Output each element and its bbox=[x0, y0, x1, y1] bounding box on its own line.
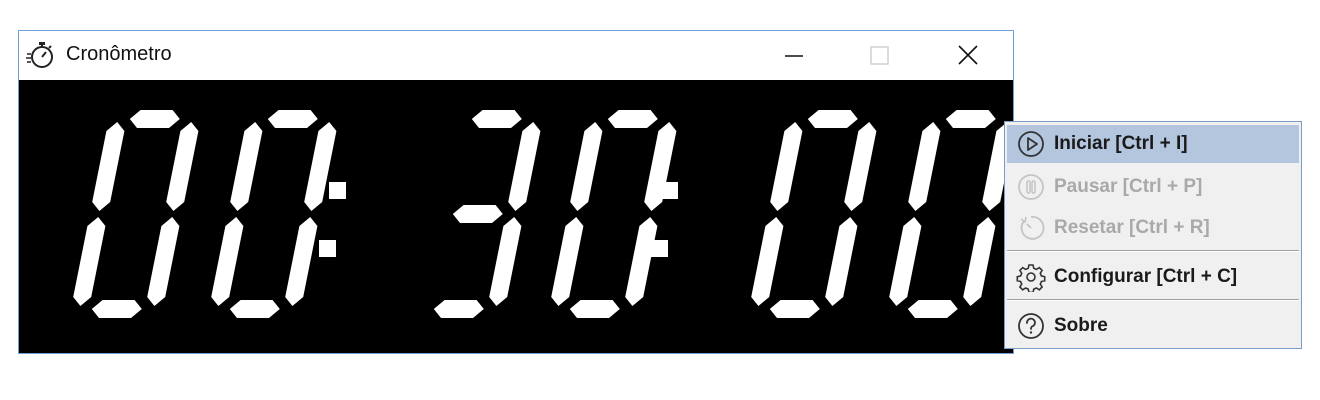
menu-item-label: Pausar [Ctrl + P] bbox=[1054, 176, 1203, 197]
segment-f bbox=[570, 122, 603, 211]
segment-b bbox=[166, 122, 199, 211]
segment-e bbox=[751, 217, 784, 306]
segment-d bbox=[433, 300, 484, 318]
stopwatch-window: Cronômetro 00:30:0000:30:00 bbox=[18, 30, 1014, 354]
segment-e bbox=[73, 217, 106, 306]
segment-e bbox=[551, 217, 584, 306]
segment-e bbox=[211, 217, 244, 306]
menu-item-configurar[interactable]: Configurar [Ctrl + C] bbox=[1007, 258, 1299, 296]
pause-circle-icon bbox=[1018, 174, 1044, 200]
segment-c bbox=[825, 217, 858, 306]
close-icon bbox=[958, 45, 978, 65]
title-bar[interactable]: Cronômetro bbox=[19, 31, 1013, 80]
stopwatch-icon bbox=[26, 42, 53, 68]
segment-f bbox=[230, 122, 263, 211]
colon-dot bbox=[661, 182, 678, 199]
segment-a bbox=[267, 110, 318, 128]
colon-dot bbox=[651, 240, 668, 257]
segment-a bbox=[607, 110, 658, 128]
segment-d bbox=[569, 300, 620, 318]
window-title: Cronômetro bbox=[66, 43, 172, 65]
seven-segment-readout bbox=[73, 110, 1013, 318]
maximize-icon bbox=[870, 46, 889, 65]
segment-c bbox=[625, 217, 658, 306]
gear-icon bbox=[1016, 264, 1046, 292]
segment-f bbox=[92, 122, 125, 211]
segment-c bbox=[285, 217, 318, 306]
minimize-icon bbox=[785, 55, 803, 57]
menu-item-sobre[interactable]: Sobre bbox=[1007, 307, 1299, 345]
segment-c bbox=[963, 217, 996, 306]
segment-c bbox=[147, 217, 180, 306]
segment-b bbox=[844, 122, 877, 211]
segment-c bbox=[489, 217, 522, 306]
menu-item-iniciar[interactable]: Iniciar [Ctrl + I] bbox=[1007, 125, 1299, 163]
segment-a bbox=[471, 110, 522, 128]
minimize-button[interactable] bbox=[763, 31, 823, 80]
segment-f bbox=[908, 122, 941, 211]
segment-a bbox=[129, 110, 180, 128]
colon-dot bbox=[319, 240, 336, 257]
segment-e bbox=[889, 217, 922, 306]
menu-separator bbox=[1007, 250, 1299, 252]
menu-item-label: Resetar [Ctrl + R] bbox=[1054, 217, 1210, 238]
menu-item-label: Sobre bbox=[1054, 315, 1108, 336]
segment-g bbox=[452, 205, 503, 223]
menu-item-resetar[interactable]: Resetar [Ctrl + R] bbox=[1007, 209, 1299, 247]
segment-b bbox=[644, 122, 677, 211]
menu-item-label: Iniciar [Ctrl + I] bbox=[1054, 133, 1188, 154]
segment-d bbox=[769, 300, 820, 318]
menu-item-label: Configurar [Ctrl + C] bbox=[1054, 266, 1238, 287]
segment-d bbox=[907, 300, 958, 318]
segment-d bbox=[91, 300, 142, 318]
maximize-button[interactable] bbox=[849, 31, 909, 80]
segment-b bbox=[508, 122, 541, 211]
segment-a bbox=[945, 110, 996, 128]
segment-b bbox=[304, 122, 337, 211]
reset-timer-icon bbox=[1020, 216, 1045, 240]
help-circle-icon bbox=[1018, 313, 1044, 339]
colon-dot bbox=[329, 182, 346, 199]
close-button[interactable] bbox=[937, 31, 997, 80]
menu-separator bbox=[1007, 299, 1299, 301]
time-display: 00:30:0000:30:00 bbox=[19, 80, 1013, 353]
segment-d bbox=[229, 300, 280, 318]
segment-f bbox=[770, 122, 803, 211]
menu-item-pausar[interactable]: Pausar [Ctrl + P] bbox=[1007, 168, 1299, 206]
context-menu: Iniciar [Ctrl + I] Pausar [Ctrl + P] Res… bbox=[1004, 121, 1302, 349]
play-circle-icon bbox=[1018, 131, 1044, 157]
segment-a bbox=[807, 110, 858, 128]
